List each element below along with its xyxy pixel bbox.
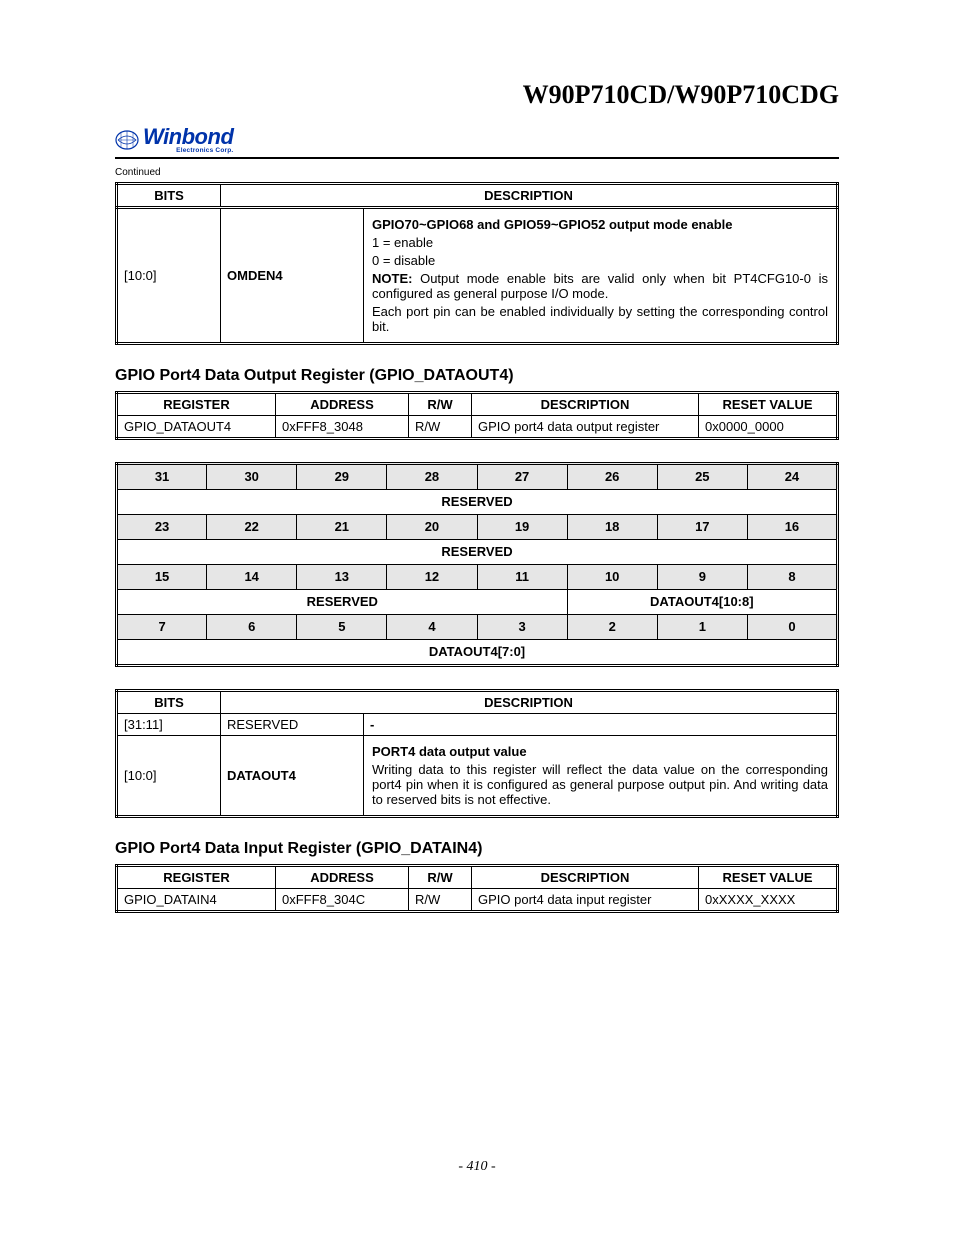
bit-9: 9	[657, 564, 747, 589]
dataout4-register: GPIO_DATAOUT4	[117, 415, 276, 438]
dataout4-bits-cell: [10:0]	[117, 735, 221, 816]
col-bits-2: BITS	[117, 690, 221, 713]
col-reset-2: RESET VALUE	[699, 865, 838, 888]
bit-7: 7	[117, 614, 207, 639]
dataout4-desc: GPIO port4 data output register	[472, 415, 699, 438]
bit-20: 20	[387, 514, 477, 539]
col-rw-2: R/W	[409, 865, 472, 888]
bit-4: 4	[387, 614, 477, 639]
header-divider	[115, 157, 839, 159]
col-bits: BITS	[117, 183, 221, 207]
dataout4-reset: 0x0000_0000	[699, 415, 838, 438]
dataout4-bits-table: BITS DESCRIPTION [31:11] RESERVED - [10:…	[115, 689, 839, 818]
bit-29: 29	[297, 463, 387, 489]
bit-30: 30	[207, 463, 297, 489]
field-reserved-31-24: RESERVED	[117, 489, 838, 514]
col-address: ADDRESS	[276, 392, 409, 415]
bit-8: 8	[747, 564, 837, 589]
bit-19: 19	[477, 514, 567, 539]
datain4-reset: 0xXXXX_XXXX	[699, 888, 838, 911]
bit-16: 16	[747, 514, 837, 539]
bit-0: 0	[747, 614, 837, 639]
datain4-desc: GPIO port4 data input register	[472, 888, 699, 911]
device-title: W90P710CD/W90P710CDG	[115, 80, 839, 110]
bitmap-table: 31 30 29 28 27 26 25 24 RESERVED 23 22 2…	[115, 462, 839, 667]
bit-3: 3	[477, 614, 567, 639]
omden4-description: GPIO70~GPIO68 and GPIO59~GPIO52 output m…	[364, 207, 838, 343]
bit-5: 5	[297, 614, 387, 639]
omden4-name: OMDEN4	[221, 207, 364, 343]
bit-17: 17	[657, 514, 747, 539]
logo-sub-text: Electronics Corp.	[143, 148, 233, 155]
omden4-bits: [10:0]	[117, 207, 221, 343]
col-desc-2: DESCRIPTION	[221, 690, 838, 713]
bit-24: 24	[747, 463, 837, 489]
col-register: REGISTER	[117, 392, 276, 415]
datain4-register: GPIO_DATAIN4	[117, 888, 276, 911]
bit-14: 14	[207, 564, 297, 589]
bit-26: 26	[567, 463, 657, 489]
col-rw: R/W	[409, 392, 472, 415]
bit-15: 15	[117, 564, 207, 589]
omden4-disable-line: 0 = disable	[372, 253, 828, 268]
datain4-summary-table: REGISTER ADDRESS R/W DESCRIPTION RESET V…	[115, 864, 839, 913]
datain4-rw: R/W	[409, 888, 472, 911]
dataout4-desc-title: PORT4 data output value	[372, 744, 828, 759]
bit-25: 25	[657, 463, 747, 489]
bit-27: 27	[477, 463, 567, 489]
dataout4-summary-table: REGISTER ADDRESS R/W DESCRIPTION RESET V…	[115, 391, 839, 440]
col-reset: RESET VALUE	[699, 392, 838, 415]
bit-10: 10	[567, 564, 657, 589]
bit-21: 21	[297, 514, 387, 539]
bit-12: 12	[387, 564, 477, 589]
bit-2: 2	[567, 614, 657, 639]
logo: Winbond Electronics Corp.	[115, 126, 839, 155]
omden4-table: BITS DESCRIPTION [10:0] OMDEN4 GPIO70~GP…	[115, 182, 839, 345]
dataout4-desc-body: Writing data to this register will refle…	[372, 762, 828, 807]
datain4-address: 0xFFF8_304C	[276, 888, 409, 911]
col-description: DESCRIPTION	[221, 183, 838, 207]
omden4-note: NOTE: Output mode enable bits are valid …	[372, 271, 828, 301]
field-reserved-15-11: RESERVED	[117, 589, 568, 614]
omden4-tail: Each port pin can be enabled individuall…	[372, 304, 828, 334]
dataout4-heading: GPIO Port4 Data Output Register (GPIO_DA…	[115, 367, 839, 385]
reserved-desc: -	[364, 713, 838, 735]
logo-main-text: Winbond	[143, 126, 233, 148]
winbond-logo-icon	[115, 128, 139, 152]
bit-13: 13	[297, 564, 387, 589]
bit-22: 22	[207, 514, 297, 539]
omden4-enable-line: 1 = enable	[372, 235, 828, 250]
field-dataout-hi: DATAOUT4[10:8]	[567, 589, 837, 614]
continued-label: Continued	[115, 167, 839, 178]
dataout4-rw: R/W	[409, 415, 472, 438]
col-register-2: REGISTER	[117, 865, 276, 888]
page-number: - 410 -	[0, 1159, 954, 1175]
dataout4-name-cell: DATAOUT4	[221, 735, 364, 816]
field-dataout-lo: DATAOUT4[7:0]	[117, 639, 838, 665]
bit-23: 23	[117, 514, 207, 539]
col-address-2: ADDRESS	[276, 865, 409, 888]
dataout4-desc-cell: PORT4 data output value Writing data to …	[364, 735, 838, 816]
dataout4-address: 0xFFF8_3048	[276, 415, 409, 438]
bit-1: 1	[657, 614, 747, 639]
col-desc: DESCRIPTION	[472, 392, 699, 415]
reserved-bits: [31:11]	[117, 713, 221, 735]
field-reserved-23-16: RESERVED	[117, 539, 838, 564]
bit-28: 28	[387, 463, 477, 489]
col-desc-3: DESCRIPTION	[472, 865, 699, 888]
bit-11: 11	[477, 564, 567, 589]
bit-31: 31	[117, 463, 207, 489]
reserved-name: RESERVED	[221, 713, 364, 735]
omden4-desc-title: GPIO70~GPIO68 and GPIO59~GPIO52 output m…	[372, 217, 828, 232]
datain4-heading: GPIO Port4 Data Input Register (GPIO_DAT…	[115, 840, 839, 858]
bit-18: 18	[567, 514, 657, 539]
bit-6: 6	[207, 614, 297, 639]
